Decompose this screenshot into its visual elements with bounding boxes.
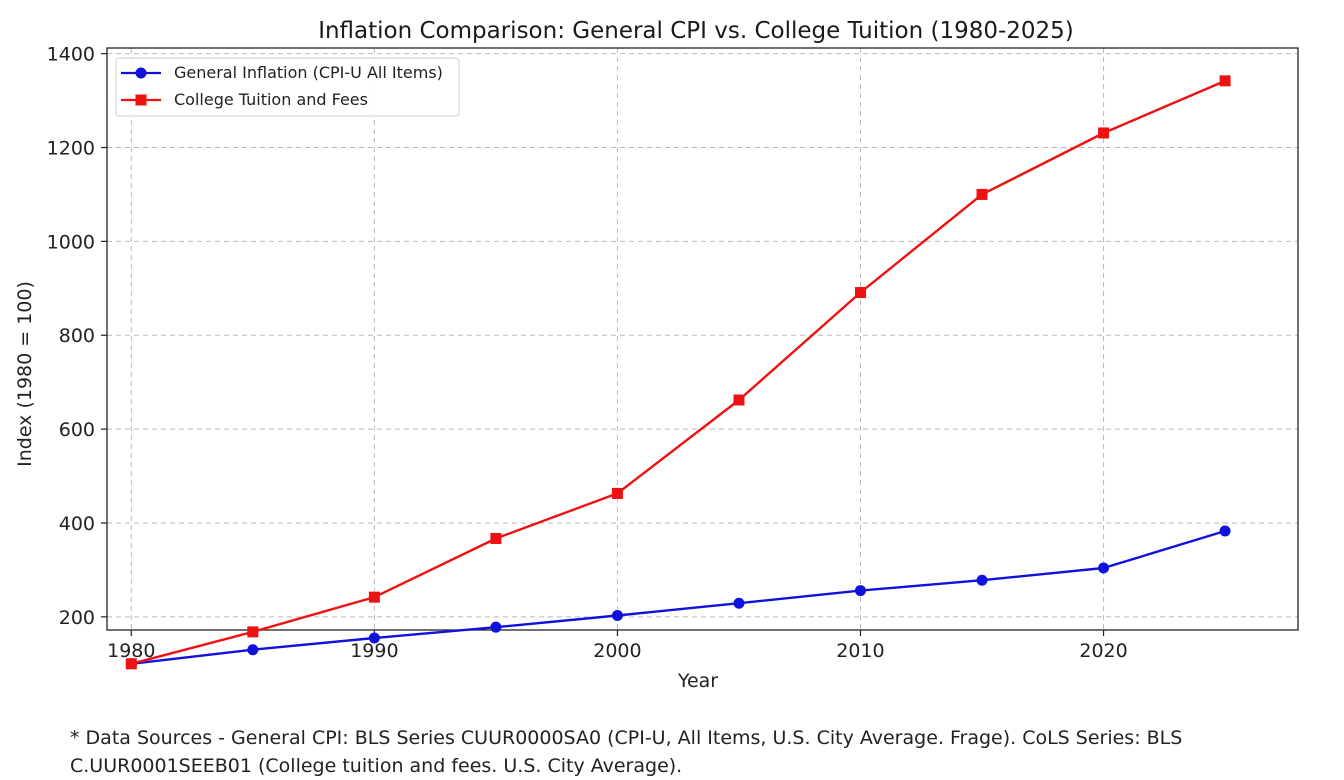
- footnote-line-1: * Data Sources - General CPI: BLS Series…: [70, 727, 1183, 749]
- series-1-point-2015: [976, 188, 988, 200]
- series-0-point-2005: [733, 597, 745, 609]
- series-0-point-2010: [854, 585, 866, 597]
- series-1-point-2005: [733, 394, 745, 406]
- x-axis-label: Year: [677, 670, 718, 692]
- legend-label-cpi: General Inflation (CPI-U All Items): [174, 63, 443, 82]
- legend-box: [115, 57, 460, 117]
- series-1-point-1990: [368, 591, 380, 603]
- chart-title: Inflation Comparison: General CPI vs. Co…: [318, 18, 1074, 44]
- y-axis-label: Index (1980 = 100): [14, 281, 36, 467]
- y-tick-label-1400: 1400: [47, 44, 95, 66]
- series-0-point-2020: [1098, 562, 1110, 574]
- footnote: * Data Sources - General CPI: BLS Series…: [70, 724, 1290, 780]
- y-tick-label-1200: 1200: [47, 138, 95, 160]
- series-0-point-1990: [368, 632, 380, 644]
- y-tick-label-200: 200: [59, 607, 95, 629]
- grid: [107, 48, 1298, 630]
- series-line-0: [131, 529, 1226, 665]
- plot-area-frame: [106, 47, 1299, 631]
- series-1-point-2020: [1098, 127, 1110, 139]
- legend-swatch-tuition-marker: [135, 94, 147, 106]
- x-tick-label-1980: 1980: [107, 640, 155, 662]
- x-tick-label-2000: 2000: [593, 640, 641, 662]
- x-axis-ticks: 1980 1990 2000 2010 2020: [107, 630, 1128, 662]
- legend-label-tuition: College Tuition and Fees: [174, 90, 368, 109]
- series-0-point-2025: [1219, 525, 1231, 537]
- series-1-point-1980: [125, 658, 137, 670]
- series-0-point-2015: [976, 574, 988, 586]
- series-line-1: [130, 79, 1226, 665]
- y-tick-label-800: 800: [59, 325, 95, 347]
- series-1-point-2025: [1219, 75, 1231, 87]
- y-tick-label-600: 600: [59, 419, 95, 441]
- series-1-point-2010: [854, 287, 866, 299]
- x-tick-label-1990: 1990: [350, 640, 398, 662]
- series-1-point-2000: [611, 487, 623, 499]
- x-tick-label-2020: 2020: [1079, 640, 1127, 662]
- footnote-line-2: C.UUR0001SEEB01 (College tuition and fee…: [70, 755, 683, 777]
- y-axis-ticks: 200 400 600 800 1000 1200 1400: [47, 44, 107, 629]
- x-tick-label-2010: 2010: [836, 640, 884, 662]
- legend: General Inflation (CPI-U All Items) Coll…: [115, 57, 460, 117]
- series-0-point-2000: [611, 609, 623, 621]
- series-0-point-1995: [490, 621, 502, 633]
- legend-swatch-cpi-marker: [135, 67, 147, 79]
- series-layer: [125, 75, 1231, 670]
- series-1-point-1995: [490, 532, 502, 544]
- y-tick-label-1000: 1000: [47, 231, 95, 253]
- y-tick-label-400: 400: [59, 513, 95, 535]
- series-1-point-1985: [247, 626, 259, 638]
- series-0-point-1985: [247, 644, 259, 656]
